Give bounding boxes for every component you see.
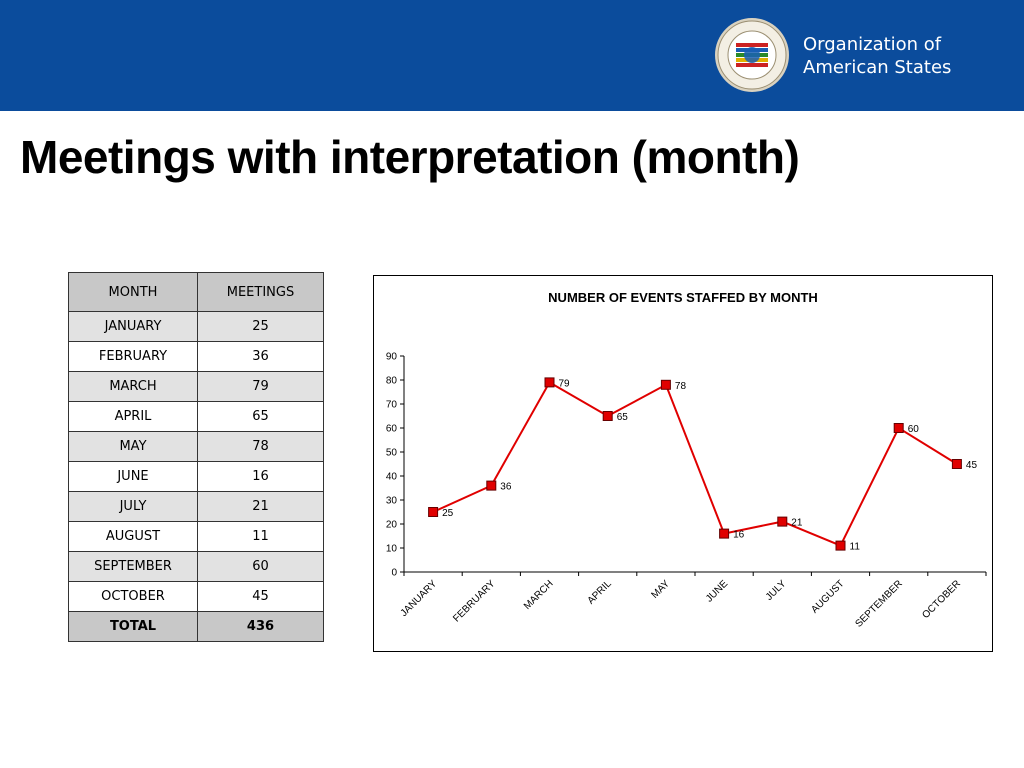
total-label: TOTAL [68, 611, 198, 642]
data-label: 11 [850, 542, 861, 553]
table-row: AUGUST 11 [68, 521, 324, 552]
y-tick-label: 50 [386, 448, 398, 459]
table-row: APRIL 65 [68, 401, 324, 432]
meetings-cell: 45 [197, 581, 324, 612]
y-tick-label: 60 [386, 424, 398, 435]
x-tick-label: JULY [764, 578, 789, 603]
data-point-marker [719, 528, 730, 539]
data-label: 60 [908, 424, 920, 435]
data-point-marker [835, 540, 846, 551]
chart-plot-area: 0 10 20 30 40 50 60 70 80 90 JANUARY FEBRUARY MARCH A… [386, 352, 987, 630]
header-bar: Organization of American States [0, 0, 1024, 111]
table-row: OCTOBER 45 [68, 581, 324, 612]
data-point-marker [660, 379, 671, 390]
month-cell: APRIL [68, 401, 198, 432]
data-point-marker [777, 516, 788, 527]
chart-title: NUMBER OF EVENTS STAFFED BY MONTH [548, 290, 818, 305]
y-tick-label: 10 [386, 544, 398, 555]
month-cell: JANUARY [68, 311, 198, 342]
meetings-cell: 16 [197, 461, 324, 492]
table-row: FEBRUARY 36 [68, 341, 324, 372]
data-label: 16 [733, 530, 745, 541]
month-cell: FEBRUARY [68, 341, 198, 372]
y-tick-label: 70 [386, 400, 398, 411]
month-cell: MAY [68, 431, 198, 462]
x-tick-label: MARCH [522, 578, 556, 612]
data-point-marker [486, 480, 497, 491]
y-tick-label: 80 [386, 376, 398, 387]
x-tick-label: JANUARY [399, 578, 440, 619]
data-point-marker [428, 507, 439, 517]
x-tick-label: OCTOBER [920, 578, 963, 621]
total-value: 436 [197, 611, 324, 642]
table-header-row: MONTH MEETINGS [68, 272, 324, 312]
y-tick-label: 90 [386, 352, 398, 363]
month-cell: JULY [68, 491, 198, 522]
data-label: 21 [791, 518, 803, 529]
series-line [432, 381, 958, 547]
y-tick-label: 40 [386, 472, 398, 483]
meetings-cell: 78 [197, 431, 324, 462]
data-point-marker [544, 377, 555, 388]
table-row: MAY 78 [68, 431, 324, 462]
data-point-marker [602, 411, 613, 421]
data-label: 79 [559, 378, 571, 389]
data-label: 78 [675, 381, 687, 392]
org-name-line-1: Organization of [803, 34, 942, 55]
column-header-month: MONTH [68, 272, 198, 312]
organization-name: Organization of American States [803, 33, 951, 79]
x-tick-label: AUGUST [809, 578, 846, 615]
meetings-cell: 65 [197, 401, 324, 432]
data-label: 36 [500, 482, 512, 493]
data-label: 45 [966, 460, 978, 471]
month-cell: JUNE [68, 461, 198, 492]
oas-seal-logo [715, 18, 789, 92]
meetings-table: MONTH MEETINGS JANUARY 25 FEBRUARY 36 MARC… [68, 272, 324, 642]
column-header-meetings: MEETINGS [197, 272, 324, 312]
org-name-line-2: American States [803, 57, 952, 78]
month-cell: MARCH [68, 371, 198, 402]
table-row: MARCH 79 [68, 371, 324, 402]
data-point-marker [951, 459, 962, 469]
y-tick-label: 30 [386, 496, 398, 507]
meetings-cell: 25 [197, 311, 324, 342]
meetings-cell: 11 [197, 521, 324, 552]
x-tick-label: FEBRUARY [451, 578, 497, 624]
table-row: SEPTEMBER 60 [68, 551, 324, 582]
month-cell: AUGUST [68, 521, 198, 552]
data-label: 25 [442, 508, 454, 519]
table-row: JUNE 16 [68, 461, 324, 492]
month-cell: SEPTEMBER [68, 551, 198, 582]
meetings-cell: 79 [197, 371, 324, 402]
y-tick-label: 20 [386, 520, 398, 531]
x-tick-label: SEPTEMBER [853, 578, 904, 629]
table-row: JANUARY 25 [68, 311, 324, 342]
line-chart: NUMBER OF EVENTS STAFFED BY MONTH 0 10 20 3… [373, 275, 993, 652]
x-tick-label: APRIL [586, 578, 615, 607]
meetings-cell: 36 [197, 341, 324, 372]
month-cell: OCTOBER [68, 581, 198, 612]
meetings-cell: 21 [197, 491, 324, 522]
total-row: TOTAL 436 [68, 611, 324, 642]
data-point-marker [893, 423, 904, 433]
table-row: JULY 21 [68, 491, 324, 522]
x-tick-label: MAY [649, 578, 672, 601]
data-label: 65 [617, 412, 629, 423]
x-tick-label: JUNE [704, 578, 730, 604]
meetings-cell: 60 [197, 551, 324, 582]
y-tick-label: 0 [391, 568, 397, 579]
page-title: Meetings with interpretation (month) [20, 131, 800, 183]
